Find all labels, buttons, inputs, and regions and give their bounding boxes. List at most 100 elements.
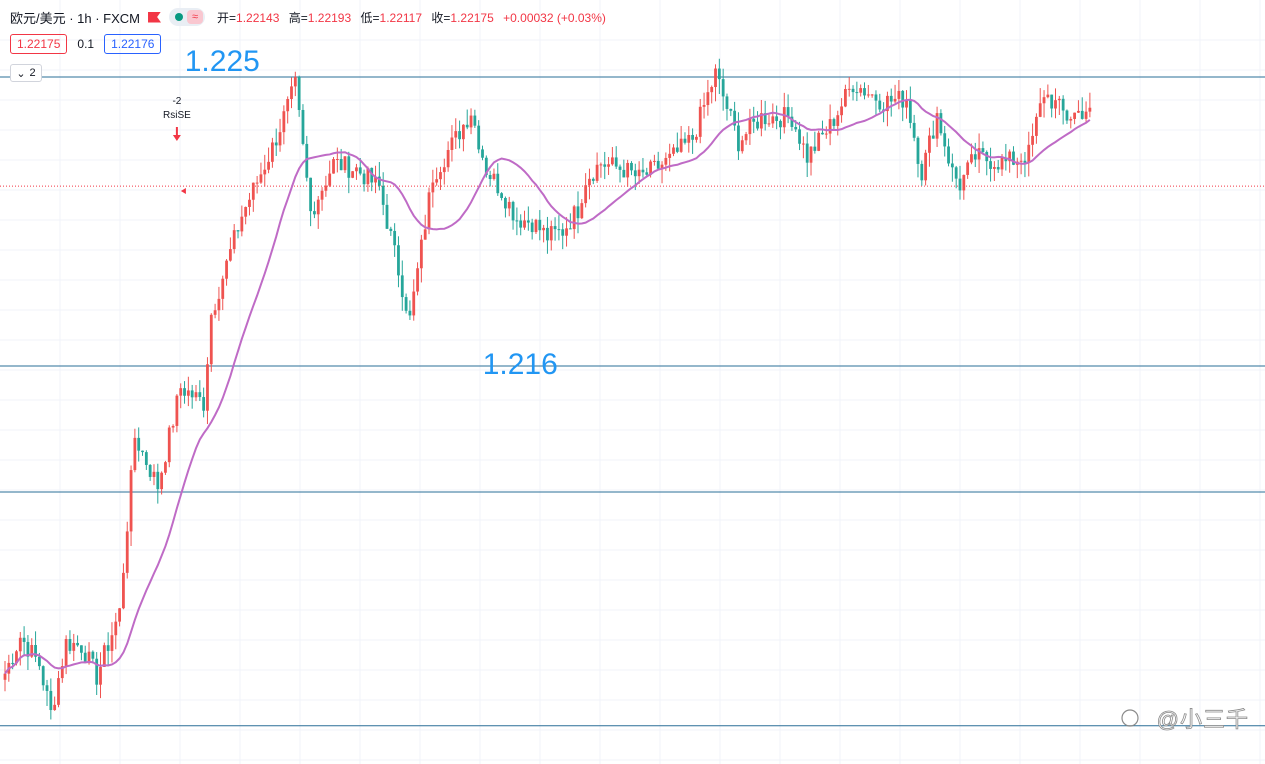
candle-up	[809, 146, 813, 163]
sell-price-button[interactable]: 1.22175	[10, 34, 68, 54]
candle-up	[18, 637, 22, 652]
candle-up	[836, 115, 840, 126]
candle-up	[244, 206, 248, 217]
candle-down	[794, 126, 798, 130]
candle-up	[962, 174, 966, 191]
candle-up	[248, 199, 251, 207]
candle-down	[473, 115, 477, 126]
candle-down	[717, 68, 721, 80]
candle-down	[954, 167, 958, 179]
candle-up	[595, 164, 599, 181]
candle-down	[878, 100, 882, 110]
candle-up	[580, 203, 584, 219]
candle-down	[763, 113, 767, 125]
candle-up	[542, 227, 546, 231]
candle-up	[53, 704, 57, 711]
candle-down	[916, 137, 920, 164]
symbol-label[interactable]: 欧元/美元 · 1h · FXCM	[10, 10, 141, 26]
candle-up	[213, 310, 217, 315]
indicator-collapse-button[interactable]: ⌄ 2	[10, 64, 42, 82]
market-status-toggle[interactable]: ≈	[169, 8, 206, 26]
candle-up	[859, 88, 863, 93]
candle-down	[362, 173, 366, 185]
candle-down	[141, 450, 144, 453]
candle-down	[347, 156, 351, 178]
candle-down	[633, 170, 637, 177]
candle-down	[148, 464, 152, 477]
candle-up	[1077, 110, 1080, 113]
candle-up	[966, 162, 970, 175]
candle-up	[844, 89, 847, 107]
candle-down	[725, 96, 729, 109]
candle-down	[851, 88, 855, 93]
candle-down	[939, 113, 943, 134]
candle-down	[729, 108, 733, 111]
candle-down	[950, 163, 954, 168]
trade-prices: 1.22175 0.1 1.22176	[10, 34, 162, 54]
candle-up	[572, 206, 576, 230]
candle-down	[561, 229, 565, 236]
candle-up	[282, 111, 286, 133]
candle-down	[313, 211, 316, 215]
candle-up	[462, 124, 465, 140]
moving-average-line	[4, 98, 1091, 675]
candle-up	[87, 651, 91, 664]
candle-up	[240, 216, 244, 232]
candle-down	[397, 245, 400, 276]
candle-up	[1038, 103, 1042, 117]
watermark-text: @小三千	[1156, 707, 1249, 733]
candle-down	[309, 177, 312, 212]
candle-down	[1061, 98, 1065, 111]
candle-down	[1012, 151, 1015, 165]
candle-up	[1069, 118, 1073, 121]
candle-up	[1027, 144, 1031, 163]
candle-down	[614, 157, 618, 167]
candle-up	[60, 666, 64, 679]
candle-down	[236, 230, 240, 232]
candle-down	[68, 639, 72, 651]
candle-down	[641, 169, 645, 173]
candle-down	[958, 178, 962, 191]
candle-down	[981, 148, 985, 152]
change-value: +0.00032 (+0.03%)	[503, 10, 606, 25]
candle-up	[714, 68, 717, 88]
candle-down	[389, 228, 393, 231]
candle-up	[1046, 94, 1050, 98]
candle-up	[1031, 135, 1034, 145]
candle-up	[118, 608, 121, 622]
candle-down	[656, 160, 660, 169]
candle-down	[920, 163, 924, 181]
candle-up	[759, 113, 763, 129]
candle-up	[30, 645, 34, 657]
candle-down	[752, 118, 756, 122]
candle-up	[710, 87, 714, 93]
candle-down	[779, 120, 782, 128]
candle-up	[99, 666, 102, 685]
candle-down	[645, 172, 649, 175]
candle-down	[458, 131, 461, 140]
candle-up	[744, 134, 748, 141]
flag-icon[interactable]	[148, 11, 162, 23]
candle-up	[278, 132, 282, 146]
candle-up	[1000, 157, 1004, 170]
candle-down	[1023, 160, 1027, 163]
candle-down	[805, 143, 809, 163]
candle-down	[1080, 110, 1084, 119]
high-value: 1.22193	[307, 10, 352, 25]
candle-down	[1065, 110, 1069, 121]
candle-down	[863, 88, 866, 96]
candle-down	[557, 229, 561, 231]
candle-up	[905, 100, 908, 108]
candle-down	[591, 178, 595, 181]
candle-down	[790, 116, 794, 127]
buy-price-button[interactable]: 1.22176	[104, 34, 162, 54]
candle-up	[335, 159, 339, 161]
candle-up	[668, 153, 672, 158]
candle-up	[351, 171, 355, 178]
candle-up	[626, 162, 630, 178]
close-value: 1.22175	[450, 10, 494, 25]
candle-up	[588, 178, 591, 186]
candle-up	[209, 314, 213, 365]
low-key: 低=	[360, 10, 380, 25]
